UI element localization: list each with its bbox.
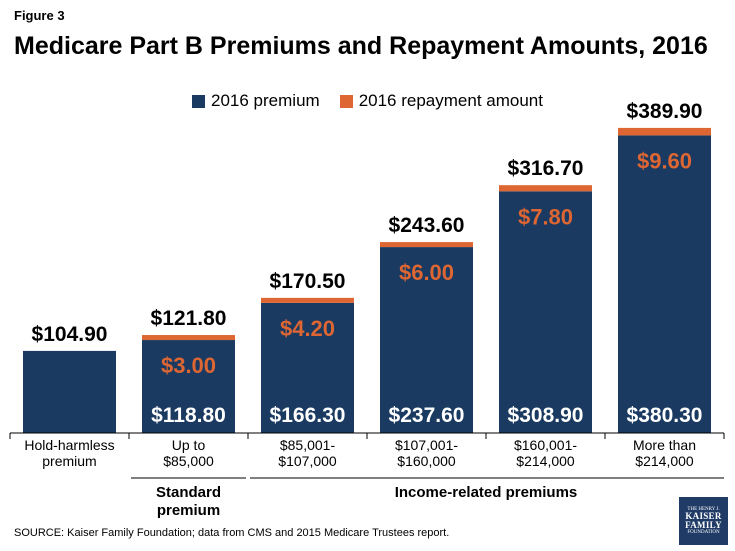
chart-legend: 2016 premium 2016 repayment amount (0, 91, 735, 111)
bar-premium-4 (499, 191, 592, 433)
total-label-1: $121.80 (151, 307, 227, 330)
premium-label-1: $118.80 (151, 404, 226, 427)
total-label-5: $389.90 (627, 100, 703, 123)
premium-label-4: $308.90 (508, 404, 584, 427)
repayment-label-1: $3.00 (161, 353, 216, 378)
standard-group-label-1: premium (157, 502, 220, 519)
legend-item-premium: 2016 premium (192, 91, 320, 111)
category-label-1-1: $85,000 (163, 453, 214, 469)
legend-swatch-repayment (339, 94, 353, 108)
bar-repayment-3 (380, 242, 473, 248)
repayment-label-4: $7.80 (518, 204, 573, 229)
kff-logo: THE HENRY J. KAISER FAMILY FOUNDATION (679, 497, 728, 545)
category-label-2-0: $85,001- (280, 437, 336, 453)
bar-premium-3 (380, 247, 473, 433)
chart-title: Medicare Part B Premiums and Repayment A… (14, 32, 708, 60)
bar-repayment-5 (618, 127, 711, 136)
bar-premium-0 (23, 350, 116, 433)
logo-line-2a: KAISER (685, 511, 722, 521)
premium-label-3: $237.60 (389, 404, 465, 427)
repayment-label-2: $4.20 (280, 316, 335, 341)
bar-repayment-4 (499, 185, 592, 192)
legend-label-premium: 2016 premium (211, 91, 320, 110)
bar-premium-1 (142, 340, 235, 433)
bar-premium-5 (618, 135, 711, 433)
category-label-1-0: Up to (172, 437, 206, 453)
income-group-label: Income-related premiums (395, 484, 578, 501)
bar-repayment-2 (261, 297, 354, 303)
category-label-5-0: More than (633, 437, 696, 453)
bar-repayment-1 (142, 335, 235, 341)
category-label-0-0: Hold-harmless (24, 437, 114, 453)
legend-label-repayment: 2016 repayment amount (358, 91, 543, 110)
logo-line-1: THE HENRY J. (687, 507, 720, 512)
category-label-4-1: $214,000 (516, 453, 575, 469)
category-label-0-1: premium (42, 453, 96, 469)
category-label-5-1: $214,000 (635, 453, 694, 469)
category-label-3-1: $160,000 (397, 453, 456, 469)
category-label-4-0: $160,001- (514, 437, 577, 453)
total-label-0: $104.90 (32, 323, 108, 346)
repayment-label-5: $9.60 (637, 148, 692, 173)
category-label-2-1: $107,000 (278, 453, 337, 469)
total-label-2: $170.50 (270, 270, 346, 293)
total-label-4: $316.70 (508, 157, 584, 180)
premium-label-2: $166.30 (270, 404, 346, 427)
legend-swatch-premium (192, 94, 206, 108)
standard-group-label-0: Standard (156, 484, 221, 501)
source-note: SOURCE: Kaiser Family Foundation; data f… (14, 527, 450, 539)
total-label-3: $243.60 (389, 214, 465, 237)
premium-label-5: $380.30 (627, 404, 703, 427)
logo-line-2b: FAMILY (685, 520, 722, 530)
legend-item-repayment: 2016 repayment amount (339, 91, 543, 111)
logo-line-3: FOUNDATION (687, 530, 720, 535)
bar-premium-2 (261, 302, 354, 433)
figure-label: Figure 3 (14, 8, 65, 23)
repayment-label-3: $6.00 (399, 260, 454, 285)
category-label-3-0: $107,001- (395, 437, 458, 453)
